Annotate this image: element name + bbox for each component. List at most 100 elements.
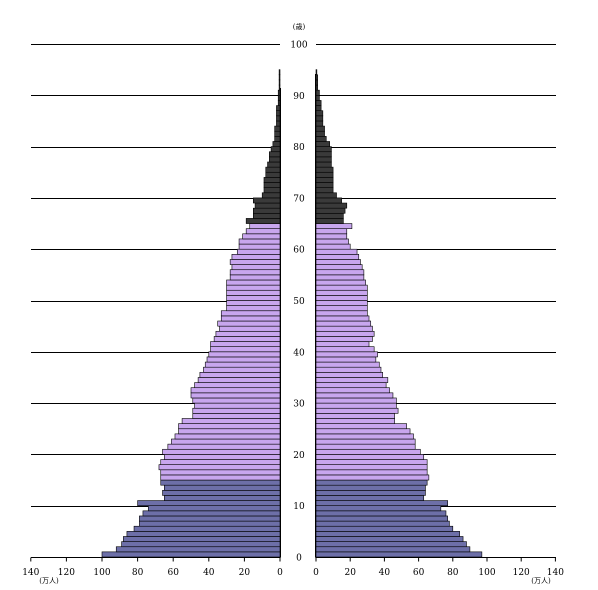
left-value-axis-unit: (万人) [39,577,59,585]
left-bar-age-67 [253,207,281,214]
right-bar-age-91 [315,84,319,91]
right-bar-age-68 [315,202,348,209]
right-bar-age-61 [315,238,349,245]
right-bar-age-64 [315,223,353,229]
left-bar-age-90 [277,89,281,96]
right-bar-age-26 [315,418,395,424]
left-bar-age-38 [206,356,281,363]
right-bar-age-76 [315,161,332,168]
left-bar-age-5 [133,525,281,532]
right-bar-age-43 [315,330,375,337]
right-bar-age-3 [315,536,464,542]
right-bar-age-4 [315,531,460,537]
right-bar-age-44 [315,325,373,332]
left-bar-age-58 [231,254,281,260]
right-bar-age-2 [315,541,467,548]
right-bar-age-88 [315,100,322,106]
right-bar-age-20 [315,448,421,455]
left-bar-age-82 [274,130,281,137]
right-bar-age-82 [315,130,325,137]
left-bar-age-60 [238,243,281,250]
age-tick-label-60: 60 [293,246,305,256]
right-bar-age-69 [315,197,342,204]
right-bar-age-58 [315,254,360,260]
right-bar-age-72 [315,182,334,188]
right-bar-age-73 [315,177,334,183]
left-bar-age-18 [160,459,281,465]
age-tick-label-100: 100 [290,41,307,51]
age-tick-label-30: 30 [293,400,305,410]
left-bar-age-8 [142,510,281,517]
left-bar-age-19 [164,454,281,460]
left-bar-age-92 [278,79,281,86]
age-tick-label-90: 90 [293,92,305,102]
left-bar-age-77 [269,156,281,163]
right-bar-age-17 [315,464,428,471]
right-bar-age-11 [315,495,425,501]
left-bar-age-1 [115,546,281,553]
left-bar-age-43 [215,330,281,337]
left-x-tick-label-80: 80 [132,568,144,578]
left-bar-age-27 [192,413,281,419]
left-bar-age-84 [276,120,281,127]
left-bar-age-16 [160,469,281,476]
right-bar-age-47 [315,310,368,317]
right-bar-age-55 [315,269,365,276]
right-bar-age-46 [315,315,370,322]
age-axis-unit: (歳) [293,22,306,31]
left-bar-age-55 [229,269,281,276]
right-x-tick-label-80: 80 [447,568,459,578]
left-bar-age-4 [126,531,281,537]
right-bar-age-14 [315,479,428,486]
left-bar-age-86 [276,110,281,117]
right-bar-age-45 [315,320,372,327]
right-bar-age-60 [315,243,351,250]
age-tick-label-50: 50 [293,297,305,307]
left-bar-age-80 [272,141,281,147]
left-bar-age-26 [181,418,281,424]
right-bar-age-53 [315,279,366,286]
right-bar-age-30 [315,397,397,404]
left-bar-age-68 [254,202,281,209]
left-bar-age-54 [229,274,281,281]
left-bar-age-46 [220,315,281,322]
left-bar-age-87 [276,105,281,111]
left-bar-age-52 [226,284,281,291]
right-bar-age-34 [315,377,389,383]
left-bar-age-65 [245,218,281,224]
right-bar-age-21 [315,443,416,450]
right-value-axis-unit: (万人) [531,577,551,585]
right-bar-age-9 [315,505,442,512]
left-bar-age-63 [245,228,281,235]
right-bar-age-71 [315,187,334,194]
left-bar-age-91 [278,84,281,91]
right-x-tick-label-40: 40 [379,568,391,578]
right-x-tick-label-140: 140 [547,568,564,578]
right-bar-age-48 [315,305,368,312]
right-bar-age-31 [315,392,394,399]
left-bar-age-66 [253,212,281,219]
right-bar-age-22 [315,438,416,445]
right-bar-age-75 [315,166,334,173]
left-bar-age-62 [242,233,281,240]
age-tick-label-0: 0 [296,554,302,564]
left-bar-age-81 [274,136,281,142]
right-bar-age-1 [315,546,471,553]
right-bar-age-50 [315,295,368,301]
right-bar-age-38 [315,356,377,363]
right-bar-age-29 [315,402,397,409]
right-bar-age-94 [315,69,318,76]
left-bar-age-40 [210,346,281,353]
left-bar-age-71 [263,187,281,194]
left-bar-age-32 [190,387,281,394]
left-bar-age-42 [213,336,281,342]
right-x-tick-label-0: 0 [313,568,319,578]
left-bar-age-3 [123,536,281,542]
left-bar-age-78 [269,151,281,158]
left-bar-age-39 [208,351,281,358]
left-bar-age-14 [160,479,281,486]
left-bar-age-70 [261,192,281,199]
right-bar-age-40 [315,346,375,353]
left-bar-age-30 [192,397,281,404]
right-bar-age-90 [315,89,320,96]
